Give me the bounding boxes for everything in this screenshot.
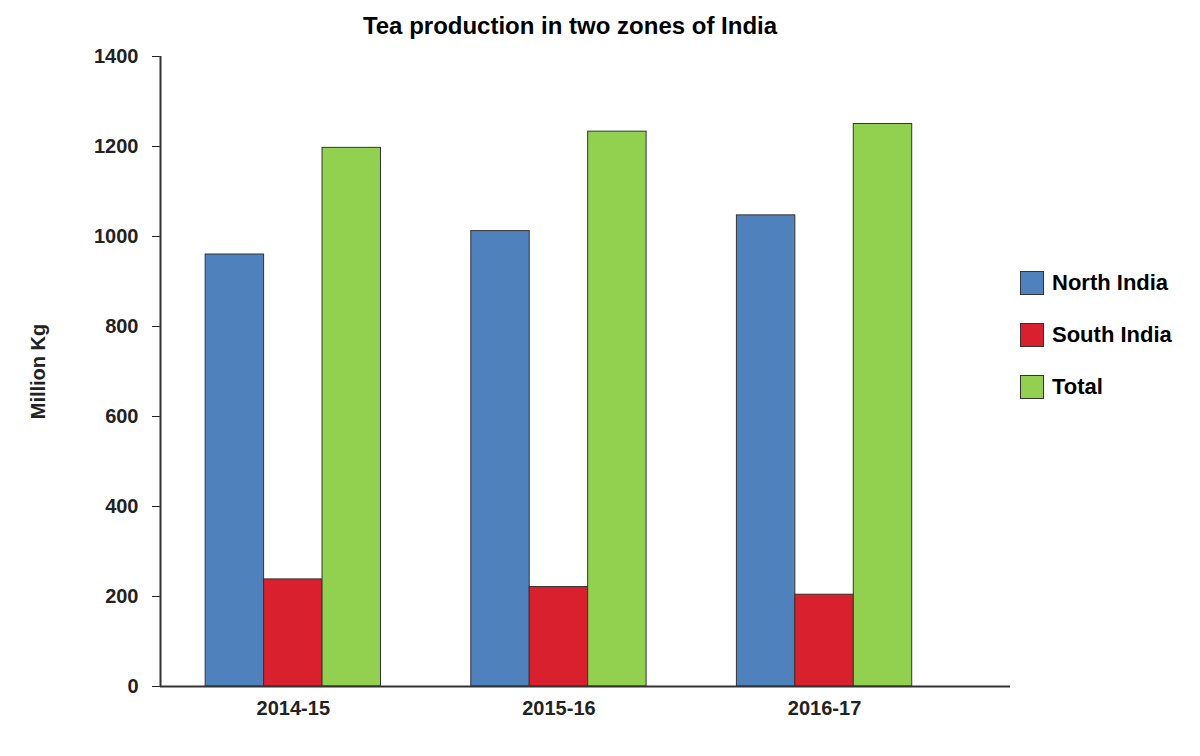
html-text:Total: Total [1052, 374, 1103, 399]
svg-text:2014-15: 2014-15 [257, 697, 330, 719]
html-text:Tea production in two zones of: Tea production in two zones of India [362, 12, 778, 39]
svg-text:2016-17: 2016-17 [788, 697, 861, 719]
svg-text:1200: 1200 [94, 135, 139, 157]
html-text:South India: South India [1052, 322, 1172, 347]
svg-text:1400: 1400 [94, 45, 139, 67]
svg-text:400: 400 [105, 495, 138, 517]
html-text:North India: North India [1052, 270, 1169, 295]
svg-text:2015-16: 2015-16 [522, 697, 595, 719]
svg-text:200: 200 [105, 585, 138, 607]
svg-text:0: 0 [127, 675, 138, 697]
svg-text:600: 600 [105, 405, 138, 427]
svg-text:800: 800 [105, 315, 138, 337]
svg-text:Million Kg: Million Kg [27, 324, 49, 420]
svg-text:1000: 1000 [94, 225, 139, 247]
